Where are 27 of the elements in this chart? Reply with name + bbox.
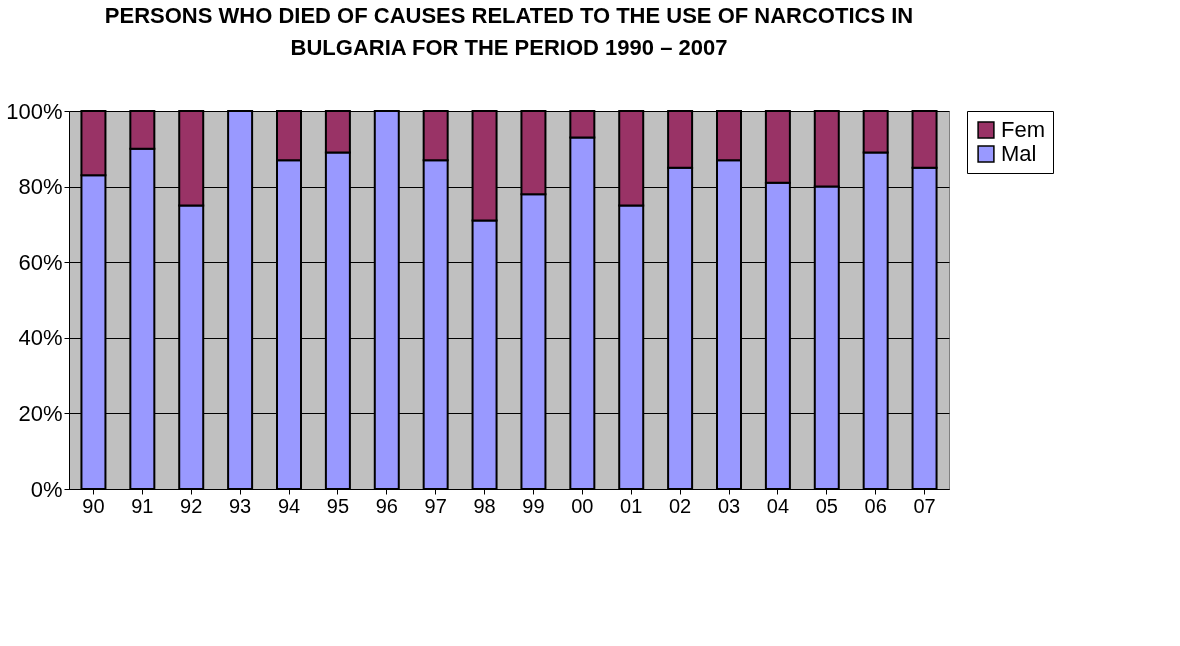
x-tick-label: 03 [717,494,741,517]
y-tick-label: 60% [18,249,63,275]
y-tick-label: 100% [6,98,63,124]
x-tick-label: 93 [228,494,252,517]
x-tick-label: 95 [326,494,350,517]
legend-label: Fem [1001,117,1045,142]
x-tick-label: 94 [277,494,301,517]
x-tick-label: 02 [668,494,692,517]
x-tick-label: 04 [766,494,790,517]
x-tick-label: 97 [424,494,447,517]
y-tick-label: 0% [30,476,63,502]
y-tick-label: 40% [18,325,63,351]
x-tick-label: 07 [913,494,936,517]
y-tick-label: 20% [18,400,63,426]
x-tick-label: 00 [571,494,594,517]
x-tick-label: 96 [375,494,398,517]
x-tick-label: 01 [620,494,643,517]
x-tick-label: 06 [864,494,887,517]
chart-title: PERSONS WHO DIED OF CAUSES RELATED TO THE USE OF NARCOTICS IN BULGARIA FOR THE PERIOD 1990 – 2007 [104,3,914,60]
x-tick-label: 92 [180,494,203,517]
legend-label: Mal [1001,141,1037,166]
x-tick-label: 05 [815,494,838,517]
x-tick-label: 98 [473,494,496,517]
x-tick-label: 91 [131,494,154,517]
x-tick-label: 99 [522,494,545,517]
x-tick-label: 90 [82,494,105,517]
y-tick-label: 80% [18,174,63,200]
